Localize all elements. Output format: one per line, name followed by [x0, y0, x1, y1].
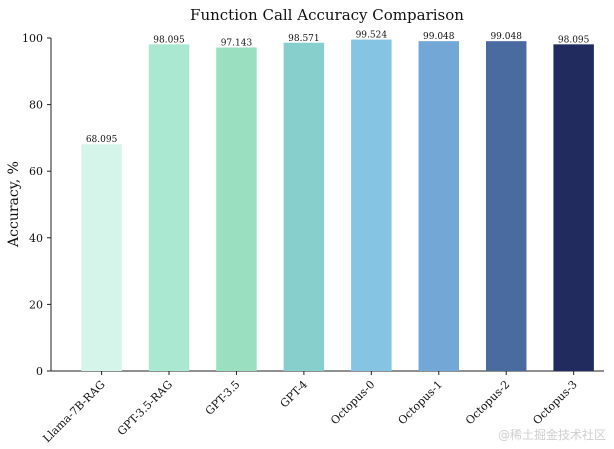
bar-value-label: 98.095 — [153, 35, 185, 45]
bar-octopus-0 — [351, 39, 392, 371]
y-axis-label: Accuracy, % — [6, 161, 22, 248]
bar-octopus-1 — [418, 41, 460, 371]
y-tick-label: 100 — [22, 32, 43, 45]
x-tick-label: GPT-3.5 — [203, 378, 243, 418]
x-tick-label: GPT-3.5-RAG — [115, 378, 175, 438]
bar-gpt-3-5-rag — [148, 44, 190, 371]
y-tick-label: 20 — [29, 298, 43, 311]
bar-value-label: 97.143 — [221, 39, 253, 49]
bar-value-label: 98.095 — [558, 35, 590, 45]
y-tick-label: 0 — [36, 365, 43, 378]
bar-value-label: 99.048 — [423, 32, 455, 42]
y-tick-label: 60 — [29, 165, 43, 178]
y-tick-label: 40 — [29, 232, 43, 245]
x-tick-label: Octopus-3 — [530, 378, 579, 427]
bar-value-label: 99.048 — [490, 32, 522, 42]
bar-value-label: 98.571 — [288, 34, 320, 44]
x-tick-label: Llama-7B-RAG — [40, 378, 107, 445]
bar-gpt-4 — [283, 42, 325, 371]
bar-llama-7b-rag — [81, 144, 122, 371]
bar-octopus-3 — [553, 44, 594, 371]
chart-title: Function Call Accuracy Comparison — [190, 6, 464, 24]
y-tick-label: 80 — [29, 99, 43, 112]
bar-value-label: 68.095 — [86, 135, 118, 145]
x-tick-label: Octopus-2 — [463, 378, 512, 427]
watermark: @稀土掘金技术社区 — [497, 428, 606, 442]
x-tick-label: GPT-4 — [278, 378, 310, 410]
bar-octopus-2 — [485, 41, 527, 371]
bar-value-label: 99.524 — [356, 31, 388, 41]
x-tick-label: Octopus-0 — [328, 378, 377, 427]
bar-gpt-3-5 — [216, 47, 257, 372]
x-tick-label: Octopus-1 — [396, 378, 445, 427]
